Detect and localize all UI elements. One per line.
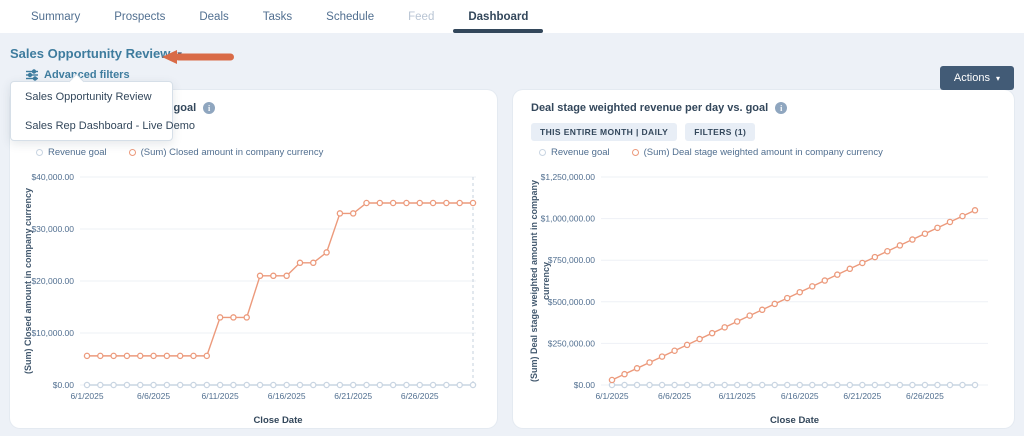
legend-label: Revenue goal bbox=[551, 147, 610, 158]
svg-text:$40,000.00: $40,000.00 bbox=[31, 172, 74, 182]
svg-text:currency: currency bbox=[541, 262, 551, 300]
legend-item[interactable]: (Sum) Closed amount in company currency bbox=[128, 147, 324, 158]
svg-text:$1,250,000.00: $1,250,000.00 bbox=[541, 172, 596, 182]
dashboard-selector-label[interactable]: Sales Opportunity Review bbox=[10, 46, 171, 61]
report-title: Deal stage weighted revenue per day vs. … bbox=[531, 102, 769, 114]
svg-text:6/11/2025: 6/11/2025 bbox=[719, 391, 756, 401]
menu-item-1[interactable]: Sales Rep Dashboard - Live Demo bbox=[25, 120, 195, 132]
svg-text:6/16/2025: 6/16/2025 bbox=[268, 391, 306, 401]
svg-text:$0.00: $0.00 bbox=[574, 380, 596, 390]
dashboard-grid: Closed revenue per day vs. goal i Revenu… bbox=[10, 90, 1014, 428]
svg-text:(Sum) Deal stage weighted amou: (Sum) Deal stage weighted amount in comp… bbox=[529, 180, 539, 382]
svg-text:6/21/2025: 6/21/2025 bbox=[843, 391, 881, 401]
legend-marker-icon bbox=[539, 149, 546, 156]
weighted-revenue-line-chart: $0.00 $250,000.00 $500,000.00 $750,000.00 $1… bbox=[529, 172, 988, 426]
svg-text:$750,000.00: $750,000.00 bbox=[548, 255, 596, 265]
filters-badge[interactable]: FILTERS (1) bbox=[685, 123, 756, 141]
svg-text:$10,000.00: $10,000.00 bbox=[31, 328, 74, 338]
svg-text:6/21/2025: 6/21/2025 bbox=[334, 391, 372, 401]
dashboard-selector-menu: Sales Opportunity Review Sales Rep Dashbo… bbox=[10, 73, 195, 141]
closed-revenue-line-chart: $0.00 $10,000.00 $20,000.00 $30,000.00 $40,0… bbox=[23, 172, 477, 426]
info-icon[interactable]: i bbox=[203, 102, 216, 114]
legend-marker-icon bbox=[36, 149, 43, 156]
svg-text:$20,000.00: $20,000.00 bbox=[31, 276, 74, 286]
advanced-filters-label: Advanced filters bbox=[44, 69, 130, 81]
tab-summary[interactable]: Summary bbox=[31, 10, 81, 23]
svg-text:$30,000.00: $30,000.00 bbox=[31, 224, 74, 234]
tab-tasks[interactable]: Tasks bbox=[262, 10, 293, 23]
legend-marker-icon bbox=[631, 149, 639, 156]
dashboard-selector[interactable]: Sales Opportunity Review ▾ bbox=[10, 46, 182, 61]
filter-sliders-icon bbox=[26, 69, 38, 81]
svg-text:$500,000.00: $500,000.00 bbox=[548, 297, 596, 307]
top-nav: Summary Prospects Deals Tasks Schedule Feed Da… bbox=[0, 0, 1024, 33]
svg-text:6/6/2025: 6/6/2025 bbox=[658, 391, 691, 401]
legend-label: (Sum) Deal stage weighted amount in comp… bbox=[643, 147, 883, 158]
legend-item[interactable]: Revenue goal bbox=[36, 147, 107, 158]
tab-feed: Feed bbox=[408, 10, 435, 23]
legend-item[interactable]: (Sum) Deal stage weighted amount in comp… bbox=[631, 147, 883, 158]
tab-schedule[interactable]: Schedule bbox=[326, 10, 375, 23]
advanced-filters-link[interactable]: Advanced filters bbox=[26, 69, 130, 81]
chart-legend: Revenue goal (Sum) Deal stage weighted am… bbox=[539, 147, 883, 158]
report-badges: THIS ENTIRE MONTH | DAILY FILTERS (1) bbox=[531, 123, 756, 141]
info-icon[interactable]: i bbox=[775, 102, 788, 114]
legend-label: Revenue goal bbox=[48, 147, 107, 158]
report-card-closed-revenue: Closed revenue per day vs. goal i Revenu… bbox=[10, 90, 497, 428]
svg-text:6/11/2025: 6/11/2025 bbox=[202, 391, 239, 401]
legend-marker-icon bbox=[128, 149, 136, 156]
chart-legend: Revenue goal (Sum) Closed amount in compa… bbox=[36, 147, 323, 158]
tab-deals[interactable]: Deals bbox=[199, 10, 229, 23]
date-range-badge: THIS ENTIRE MONTH | DAILY bbox=[531, 123, 678, 141]
svg-text:6/26/2025: 6/26/2025 bbox=[401, 391, 439, 401]
svg-text:$0.00: $0.00 bbox=[53, 380, 75, 390]
svg-text:6/6/2025: 6/6/2025 bbox=[137, 391, 170, 401]
svg-text:(Sum) Closed amount in company: (Sum) Closed amount in company currency bbox=[23, 188, 33, 374]
actions-button-label: Actions bbox=[953, 72, 990, 84]
legend-label: (Sum) Closed amount in company currency bbox=[140, 147, 324, 158]
chevron-down-icon: ▾ bbox=[995, 73, 1000, 83]
tab-dashboard[interactable]: Dashboard bbox=[451, 0, 545, 33]
legend-item[interactable]: Revenue goal bbox=[539, 147, 610, 158]
svg-text:$1,000,000.00: $1,000,000.00 bbox=[541, 214, 596, 224]
svg-text:Close Date: Close Date bbox=[253, 415, 302, 426]
left-arrow-icon bbox=[162, 50, 234, 64]
svg-text:6/26/2025: 6/26/2025 bbox=[906, 391, 944, 401]
tab-prospects[interactable]: Prospects bbox=[114, 10, 166, 23]
svg-text:Close Date: Close Date bbox=[770, 415, 819, 426]
svg-text:$250,000.00: $250,000.00 bbox=[548, 338, 596, 348]
report-card-weighted-revenue: Deal stage weighted revenue per day vs. … bbox=[513, 90, 1014, 428]
actions-button[interactable]: Actions ▾ bbox=[939, 66, 1014, 90]
svg-text:6/1/2025: 6/1/2025 bbox=[595, 391, 628, 401]
annotation-arrow bbox=[162, 49, 236, 70]
svg-text:6/16/2025: 6/16/2025 bbox=[781, 391, 819, 401]
menu-item-0[interactable]: Sales Opportunity Review bbox=[25, 91, 152, 103]
svg-text:6/1/2025: 6/1/2025 bbox=[70, 391, 103, 401]
